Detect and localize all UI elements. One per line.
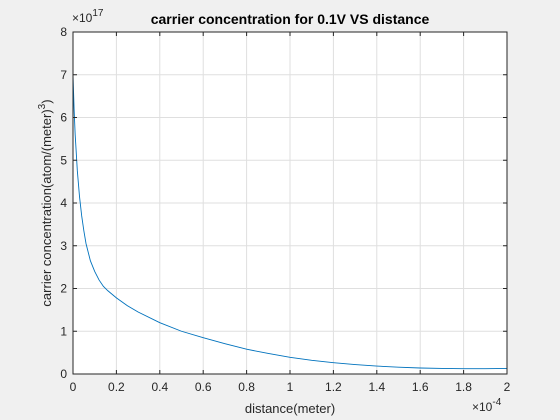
y-axis-label-close: ) <box>39 99 54 103</box>
x-multiplier-base: ×10 <box>472 400 493 414</box>
y-tick-label: 5 <box>60 153 67 167</box>
x-tick-label: 1.6 <box>412 380 429 394</box>
x-axis-label: distance(meter) <box>245 401 335 416</box>
x-tick-label: 1 <box>287 380 294 394</box>
chart-title: carrier concentration for 0.1V VS distan… <box>151 11 430 27</box>
y-tick-label: 6 <box>60 111 67 125</box>
x-tick-label: 1.4 <box>368 380 385 394</box>
x-tick-label: 1.2 <box>325 380 342 394</box>
y-tick-label: 8 <box>60 25 67 39</box>
x-multiplier-exp: -4 <box>492 397 501 408</box>
y-tick-label: 0 <box>60 367 67 381</box>
x-tick-label: 0.2 <box>108 380 125 394</box>
x-tick-label: 0.4 <box>151 380 168 394</box>
x-tick-label: 0.6 <box>195 380 212 394</box>
x-tick-label: 1.8 <box>455 380 472 394</box>
y-multiplier-base: ×10 <box>72 11 93 25</box>
x-multiplier: ×10-4 <box>472 397 502 414</box>
y-axis-label: carrier concentration(atom/(meter)3) <box>37 99 54 306</box>
y-tick-label: 2 <box>60 282 67 296</box>
y-tick-label: 7 <box>60 68 67 82</box>
x-tick-label: 0.8 <box>238 380 255 394</box>
y-tick-label: 3 <box>60 239 67 253</box>
y-multiplier: ×1017 <box>72 8 104 25</box>
y-tick-label: 4 <box>60 196 67 210</box>
y-axis-label-base: carrier concentration(atom/(meter) <box>39 109 54 306</box>
y-multiplier-exp: 17 <box>92 8 104 19</box>
x-tick-label: 2 <box>504 380 511 394</box>
x-tick-label: 0 <box>70 380 77 394</box>
y-tick-label: 1 <box>60 324 67 338</box>
